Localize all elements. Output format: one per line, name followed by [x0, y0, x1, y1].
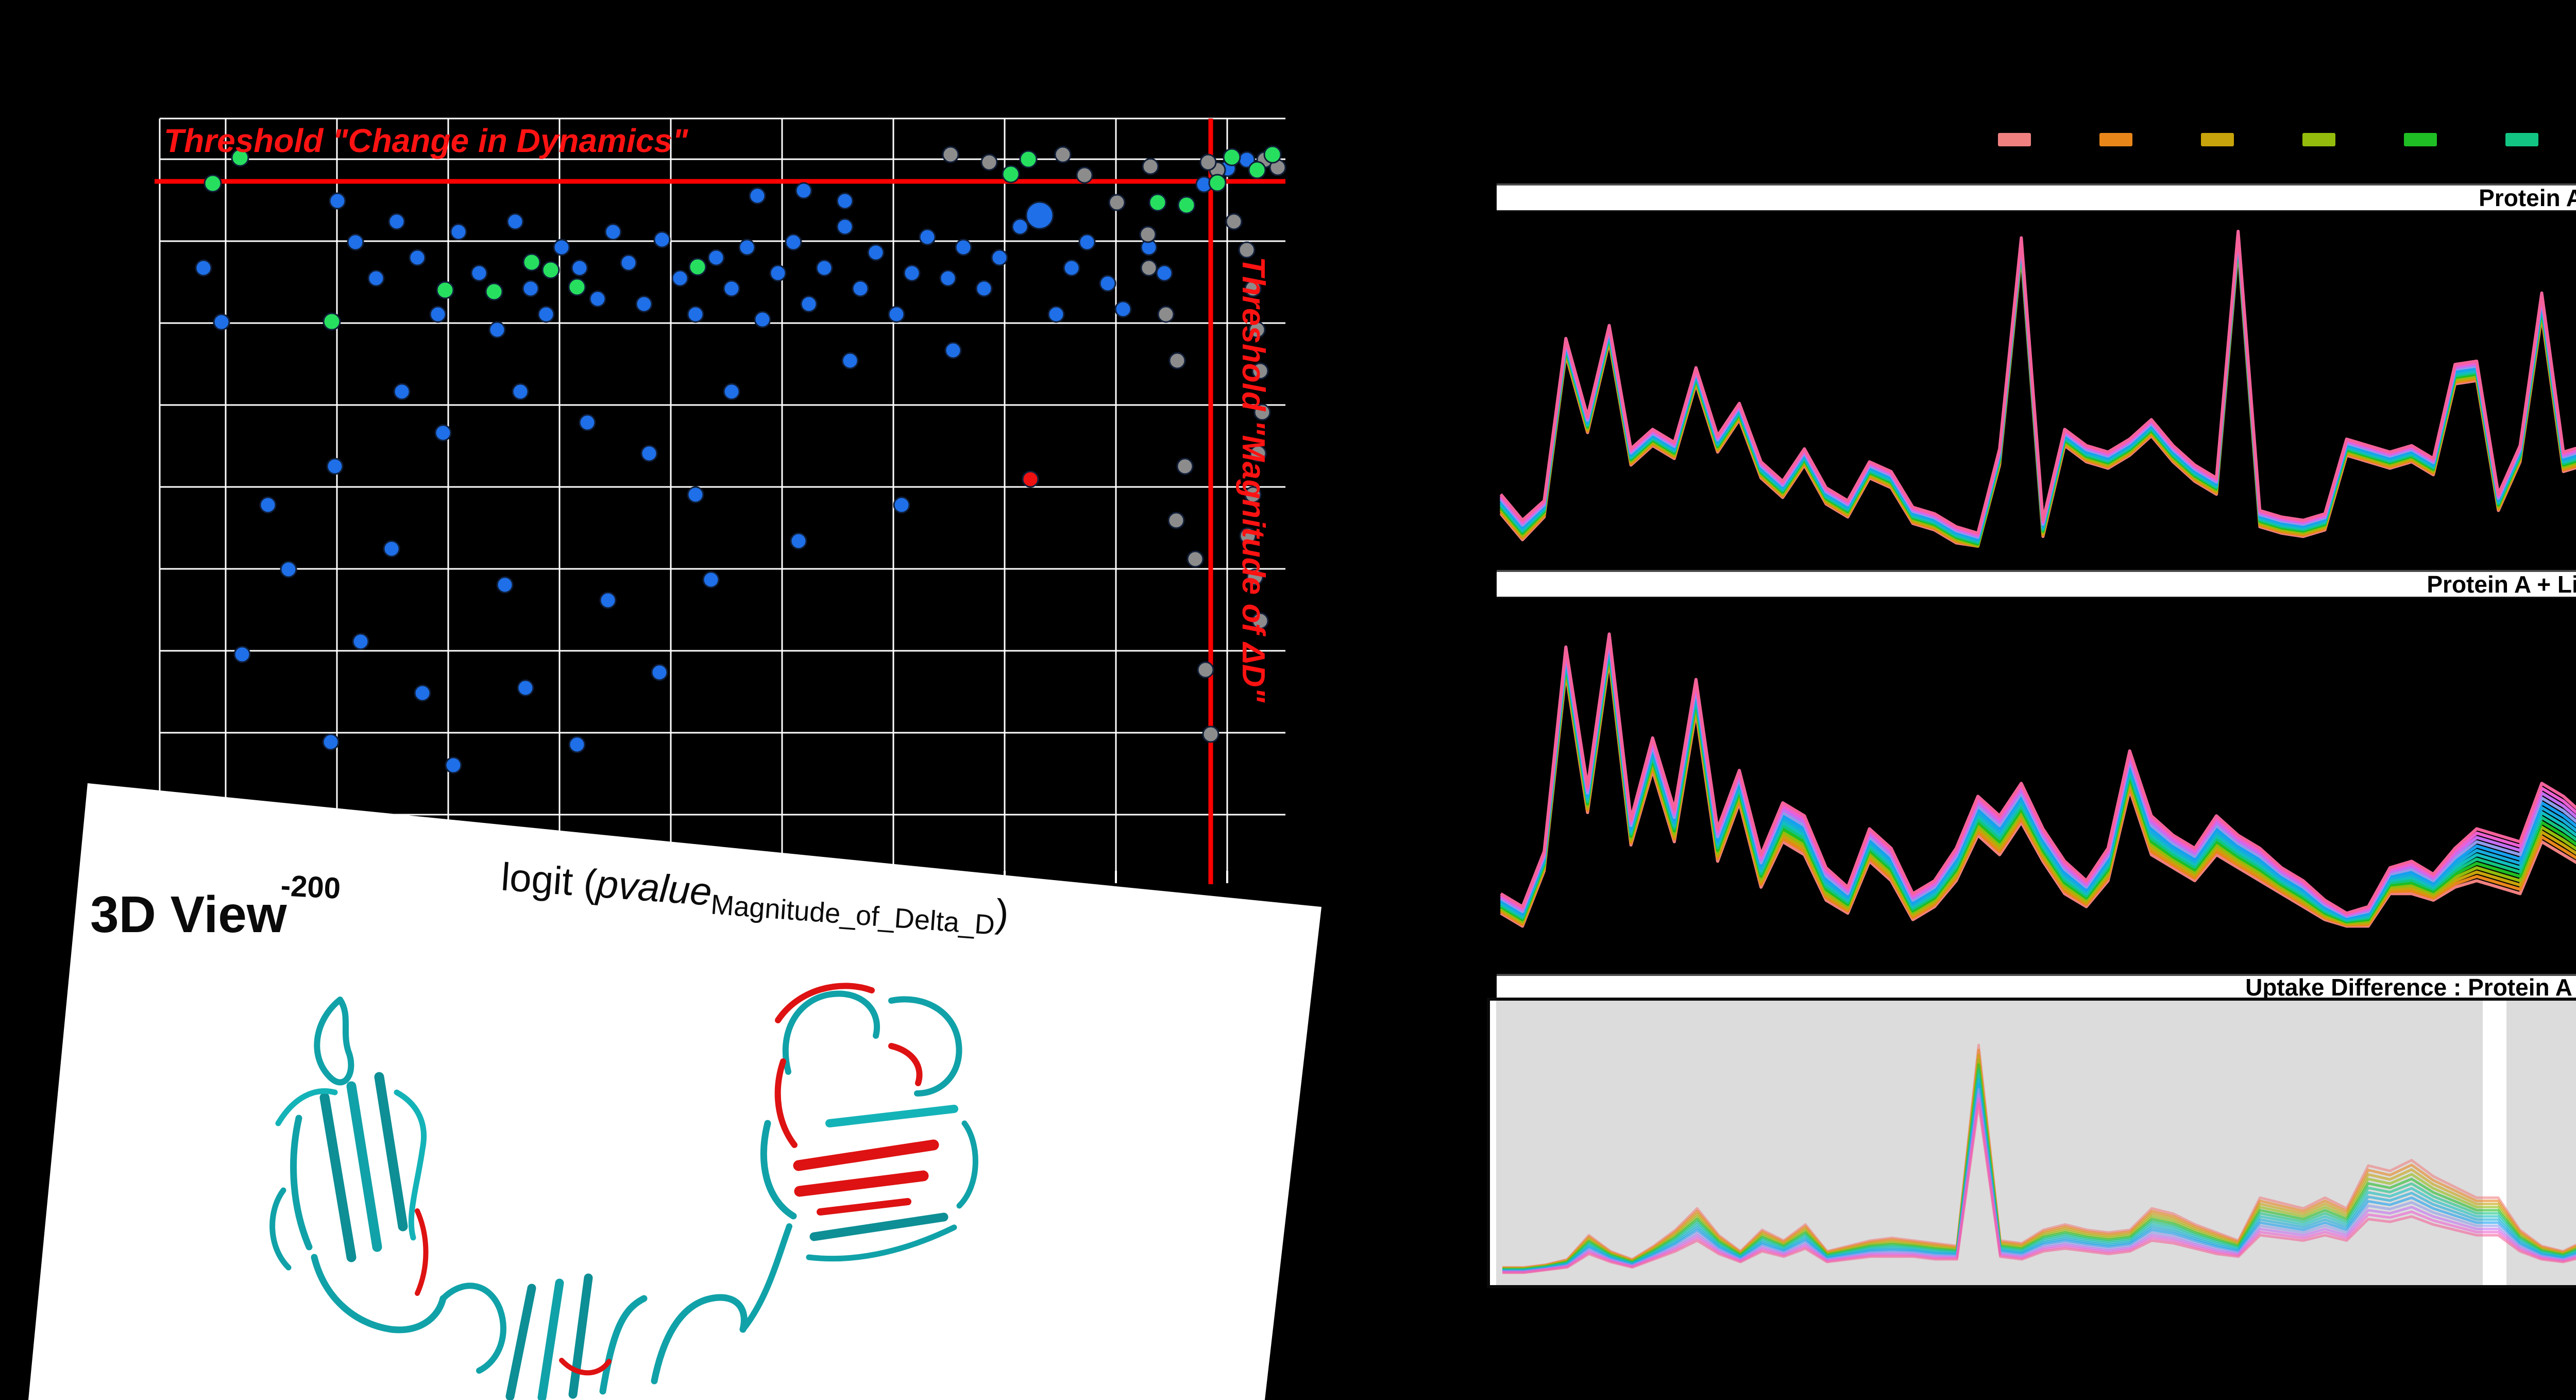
x-axis-prefix: logit ( — [499, 855, 599, 906]
threshold-magnitude-label: Threshold "Magnitude of ΔD" — [1235, 257, 1271, 703]
protein-ribbon[interactable] — [222, 969, 1252, 1400]
legend-swatch-5[interactable] — [2505, 133, 2538, 146]
legend-swatch-4[interactable] — [2404, 133, 2437, 146]
x-axis-suffix: ) — [994, 891, 1010, 936]
legend-swatch-0[interactable] — [1998, 133, 2031, 146]
uptake-difference-chart[interactable] — [1490, 1001, 2576, 1285]
threshold-change-label: Threshold "Change in Dynamics" — [164, 122, 688, 159]
legend-swatch-1[interactable] — [2099, 133, 2132, 146]
legend-swatch-2[interactable] — [2201, 133, 2234, 146]
uptake-difference-panel — [1487, 998, 2576, 1288]
volcano-x-tick-label: -200 — [280, 869, 342, 905]
uptake-chart-protein-a-ligand[interactable] — [1497, 598, 2576, 938]
uptake-chart-protein-a[interactable] — [1497, 211, 2576, 551]
panel1-title-strip: Protein A — [1497, 183, 2576, 212]
x-axis-var: pvalue — [595, 862, 714, 915]
volcano-plot[interactable] — [129, 101, 1345, 905]
panel3-title: Uptake Difference : Protein A - (Protein… — [2245, 974, 2576, 1001]
legend-swatch-3[interactable] — [2302, 133, 2335, 146]
panel2-title-strip: Protein A + Ligand — [1497, 570, 2576, 598]
panel2-title: Protein A + Ligand — [2427, 571, 2576, 598]
gap-band-left — [1490, 1001, 1496, 1285]
panel3-title-strip: Uptake Difference : Protein A - (Protein… — [1497, 974, 2576, 1001]
3d-view-title: 3D View — [90, 886, 287, 943]
panel1-title: Protein A — [2479, 184, 2576, 211]
